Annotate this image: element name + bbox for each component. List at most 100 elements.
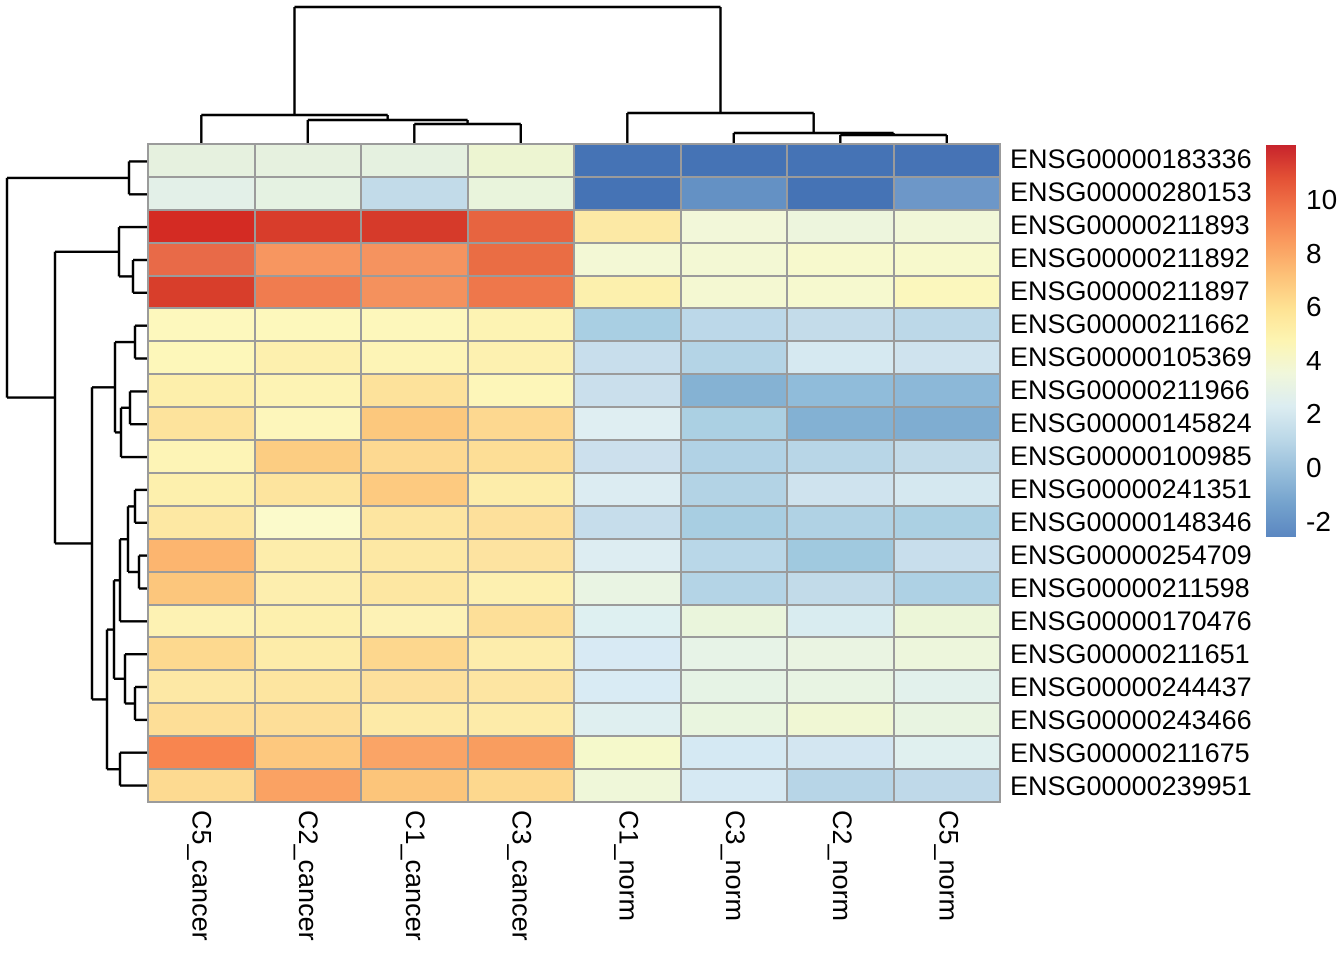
heatmap-cell (681, 572, 786, 604)
heatmap-cell (468, 506, 573, 538)
heatmap-cell (362, 375, 467, 407)
column-label-sample: C3_norm (720, 810, 751, 922)
heatmap-cell (362, 408, 467, 440)
heatmap-cell (788, 375, 893, 407)
column-label-sample: C2_cancer (293, 810, 324, 941)
heatmap-cell (255, 375, 360, 407)
heatmap-cell (255, 671, 360, 703)
heatmap-cell (149, 539, 254, 571)
row-label-gene-id: ENSG00000145824 (1010, 408, 1252, 438)
heatmap-cell (894, 473, 999, 505)
heatmap-cell (788, 638, 893, 670)
heatmap-cell (255, 276, 360, 308)
heatmap-cell (362, 605, 467, 637)
heatmap-cell (681, 375, 786, 407)
heatmap-cell (681, 210, 786, 242)
heatmap-cell (255, 342, 360, 374)
heatmap-cell (788, 342, 893, 374)
heatmap-cell (468, 145, 573, 176)
heatmap-cell (468, 408, 573, 440)
heatmap-cell (681, 309, 786, 341)
heatmap-cell (681, 737, 786, 769)
heatmap-cell (788, 605, 893, 637)
heatmap-cell (149, 572, 254, 604)
heatmap-cell (362, 177, 467, 209)
heatmap-cell (255, 539, 360, 571)
heatmap-cell (149, 506, 254, 538)
heatmap-cell (362, 506, 467, 538)
heatmap-cell (894, 441, 999, 472)
heatmap-cell (575, 638, 680, 670)
heatmap-cell (255, 210, 360, 242)
heatmap-cell (362, 210, 467, 242)
heatmap-cell (255, 605, 360, 637)
heatmap-cell (894, 539, 999, 571)
row-label-gene-id: ENSG00000170476 (1010, 606, 1252, 636)
heatmap-cell (255, 408, 360, 440)
heatmap-cell (362, 243, 467, 275)
heatmap-cell (681, 704, 786, 736)
heatmap-cell (149, 309, 254, 341)
heatmap-cell (255, 704, 360, 736)
row-label-gene-id: ENSG00000105369 (1010, 342, 1252, 372)
heatmap-cell (894, 638, 999, 670)
heatmap-cell (894, 408, 999, 440)
heatmap-cell (362, 770, 467, 801)
heatmap-cell (681, 506, 786, 538)
row-label-gene-id: ENSG00000211675 (1010, 738, 1250, 768)
heatmap-cell (575, 177, 680, 209)
heatmap-cell (894, 342, 999, 374)
heatmap-cell (894, 737, 999, 769)
column-dendrogram (200, 5, 948, 145)
heatmap-cell (788, 539, 893, 571)
column-label-sample: C2_norm (826, 810, 857, 922)
heatmap-cell (362, 737, 467, 769)
heatmap-cell (149, 408, 254, 440)
heatmap-cell (362, 145, 467, 176)
heatmap-cell (255, 473, 360, 505)
heatmap-cell (894, 770, 999, 801)
row-label-gene-id: ENSG00000211893 (1010, 210, 1250, 240)
heatmap-cell (362, 441, 467, 472)
heatmap-cell (468, 309, 573, 341)
heatmap-cell (149, 243, 254, 275)
heatmap-cell (894, 572, 999, 604)
heatmap-cell (149, 177, 254, 209)
heatmap-cell (149, 770, 254, 801)
legend-tick-label: 2 (1306, 398, 1322, 430)
heatmap-grid (147, 143, 1001, 803)
heatmap-cell (788, 737, 893, 769)
heatmap-cell (362, 572, 467, 604)
heatmap-cell (468, 638, 573, 670)
row-label-gene-id: ENSG00000254709 (1010, 540, 1252, 570)
column-label-sample: C1_norm (613, 810, 644, 922)
heatmap-cell (575, 309, 680, 341)
column-label-sample: C5_norm (933, 810, 964, 922)
heatmap-cell (894, 704, 999, 736)
heatmap-cell (468, 342, 573, 374)
heatmap-cell (575, 737, 680, 769)
legend-tick-label: 0 (1306, 452, 1322, 483)
heatmap-cell (149, 375, 254, 407)
heatmap-cell (788, 145, 893, 176)
heatmap-cell (681, 770, 786, 801)
heatmap-cell (468, 539, 573, 571)
heatmap-cell (468, 276, 573, 308)
heatmap-cell (788, 572, 893, 604)
heatmap-cell (149, 210, 254, 242)
heatmap-cell (468, 572, 573, 604)
heatmap-cell (681, 638, 786, 670)
heatmap-cell (894, 210, 999, 242)
heatmap-cell (255, 177, 360, 209)
heatmap-cell (362, 276, 467, 308)
heatmap-cell (788, 704, 893, 736)
legend-tick-label: 4 (1306, 344, 1322, 376)
heatmap-cell (788, 210, 893, 242)
heatmap-cell (681, 177, 786, 209)
heatmap-cell (894, 506, 999, 538)
heatmap-cell (681, 473, 786, 505)
heatmap-cell (575, 375, 680, 407)
heatmap-cell (468, 605, 573, 637)
heatmap-cell (149, 276, 254, 308)
